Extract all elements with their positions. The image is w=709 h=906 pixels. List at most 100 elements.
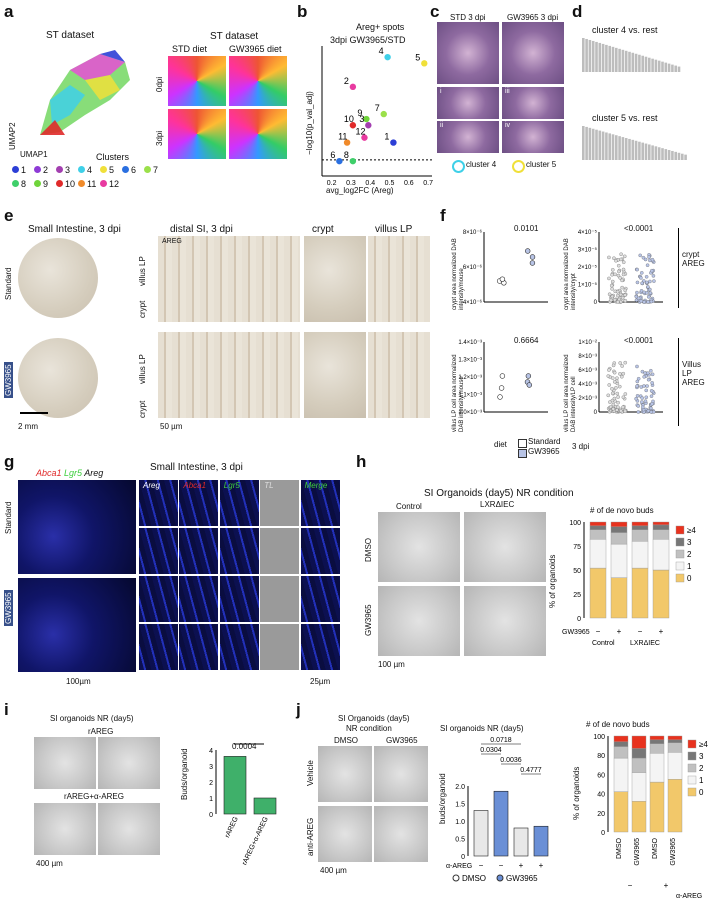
g-zoom-tile <box>301 624 340 670</box>
f-point <box>500 374 505 379</box>
f-ytick: 1×10⁻⁵ <box>578 282 598 289</box>
umap-ylabel: UMAP2 <box>8 122 17 150</box>
b-point-label: 4 <box>379 46 384 56</box>
stack-ytick: 20 <box>597 811 605 818</box>
d-gene-bar <box>651 59 654 72</box>
j-col-dmso: DMSO <box>334 736 358 745</box>
g-zoom-tile <box>260 576 299 622</box>
e-scale-2mm: 2 mm <box>18 422 38 431</box>
f-ytick: 1.3×10⁻³ <box>458 358 482 364</box>
j-bar <box>474 811 488 857</box>
stack-segment-≥4 <box>632 736 646 748</box>
g-zoom-tile <box>220 528 259 574</box>
f-point <box>652 274 655 277</box>
d-gene-bar <box>671 65 674 72</box>
cluster-legend-label: 7 <box>153 165 158 175</box>
f-point <box>607 256 610 259</box>
f-ytick: 4×10⁻⁶ <box>463 299 483 306</box>
f-point <box>609 299 612 302</box>
f-point <box>648 288 651 291</box>
j-ylabel2: % of organoids <box>572 767 581 820</box>
i-ytick: 2 <box>209 780 213 787</box>
f-point <box>640 400 643 403</box>
d-gene-bar <box>615 48 618 72</box>
f-point <box>635 291 638 294</box>
f-point <box>617 395 620 398</box>
g-column-headers: Areg Abca1 Lgr5 TL Merge <box>139 480 341 492</box>
f-legend-diet: diet <box>494 440 507 449</box>
f-point <box>624 289 627 292</box>
f-point <box>644 258 647 261</box>
stack-ytick: 60 <box>597 772 605 779</box>
f-point <box>643 375 646 378</box>
c-zoom-iv <box>502 121 564 153</box>
f-point <box>650 402 653 405</box>
b-point-label: 3 <box>359 114 364 124</box>
e-crypt-standard <box>304 236 366 322</box>
h-stacked-chart: 0255075100≥43210GW3965− + − +Control LXRΔIEC <box>566 518 706 648</box>
g-title: Small Intestine, 3 dpi <box>150 462 243 473</box>
f-point <box>618 385 621 388</box>
f-crypt-mouse-chart: 8×10⁻⁶6×10⁻⁶4×10⁻⁶ <box>470 228 550 308</box>
g-scale-100um: 100µm <box>66 677 91 686</box>
f-point <box>500 277 505 282</box>
f-point <box>622 261 625 264</box>
i-bar <box>254 798 276 814</box>
f-point <box>637 377 640 380</box>
stack-segment-3 <box>632 748 646 758</box>
stack-ytick: 100 <box>569 520 581 527</box>
c-legend-cluster4-icon <box>452 160 465 173</box>
d-gene-bar <box>648 144 651 160</box>
d-gene-bar <box>628 139 631 160</box>
d-gene-bar <box>655 60 658 72</box>
cluster-legend-item: 8 <box>12 179 26 189</box>
stack-ytick: 100 <box>593 734 605 741</box>
j-bar-chart: 00.51.01.52.00.07180.03040.00360.4777α-A… <box>452 736 562 886</box>
e-crypt-gw3965 <box>304 332 366 418</box>
f-point <box>610 273 613 276</box>
stack-segment-0 <box>611 578 627 618</box>
f-y2: crypt area normalized DAB intensity/cryp… <box>564 230 578 310</box>
cluster-legend-item: 1 <box>12 165 26 175</box>
c-legend-cluster5: cluster 5 <box>526 160 556 169</box>
h-xlab-ctrl: Control <box>592 640 615 647</box>
panel-g-label: g <box>4 452 14 472</box>
b-point-label: 5 <box>415 52 420 62</box>
f-point <box>650 389 653 392</box>
f-point <box>499 386 504 391</box>
j-ytick: 0 <box>461 854 465 861</box>
d-gene-bar <box>678 153 681 160</box>
f-side-crypt-areg: crypt AREG <box>682 250 706 268</box>
e-scalebar-2mm <box>20 412 48 414</box>
d-gene-bar <box>658 61 661 72</box>
f-point <box>641 396 644 399</box>
j-scale: 400 µm <box>320 866 347 875</box>
cluster-legend-label: 12 <box>109 179 119 189</box>
f-point <box>651 373 654 376</box>
f-legend-std: Standard <box>528 437 560 446</box>
d-gene-bar <box>589 40 592 72</box>
stack-legend-label: 0 <box>687 574 692 583</box>
f-point <box>611 376 614 379</box>
f-legend-std-swatch <box>518 439 527 448</box>
j-pvalue: 0.0718 <box>490 737 512 744</box>
d-gene-bar <box>665 63 668 72</box>
g-col-header: Merge <box>305 481 328 490</box>
f-legend-gw: GW3965 <box>528 447 560 456</box>
cluster-dot-icon <box>122 166 129 173</box>
f-point <box>622 372 625 375</box>
stack-segment-1 <box>632 541 648 568</box>
stack-segment-0 <box>632 801 646 832</box>
g-zoom-tile <box>301 576 340 622</box>
f-point <box>525 249 530 254</box>
f-villus-mouse-chart: 1.4×10⁻³1.3×10⁻³1.2×10⁻³1.1×10⁻³1.0×10⁻³ <box>470 338 550 428</box>
f-point <box>608 293 611 296</box>
j-sign: − <box>499 861 504 870</box>
f-point <box>643 300 646 303</box>
f-p4: <0.0001 <box>624 336 653 345</box>
cluster-legend-label: 10 <box>65 179 75 189</box>
i-ytick: 3 <box>209 764 213 771</box>
b-point-label: 2 <box>344 76 349 86</box>
cluster-dot-icon <box>100 166 107 173</box>
c-legend-cluster4: cluster 4 <box>466 160 496 169</box>
